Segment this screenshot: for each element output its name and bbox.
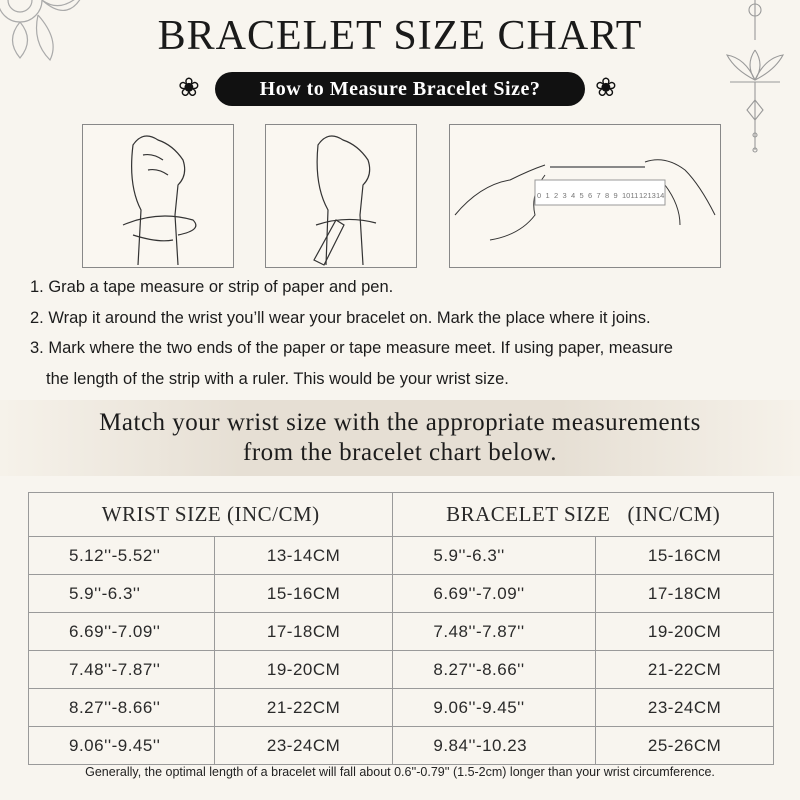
cell-bracelet-cm: 19-20CM: [595, 612, 774, 651]
cell-bracelet-cm: 23-24CM: [595, 688, 774, 727]
cell-bracelet-inches: 8.27''-8.66'': [392, 650, 597, 689]
cell-wrist-inches: 7.48''-7.87'': [28, 650, 215, 689]
mandala-ornament-icon: [0, 0, 81, 62]
ruler-mark: 13: [648, 191, 656, 200]
illustration-measure-ruler: 0 1 2 3 4 5 6 7 8 9 10 11 12 13 14: [449, 124, 721, 268]
cell-wrist-inches: 6.69''-7.09'': [28, 612, 215, 651]
ruler-mark: 2: [554, 191, 558, 200]
cell-bracelet-cm: 15-16CM: [595, 536, 774, 575]
ruler-mark: 14: [656, 191, 664, 200]
step-3-continued: the length of the strip with a ruler. Th…: [46, 369, 509, 388]
cell-bracelet-inches: 9.06''-9.45'': [392, 688, 597, 727]
footnote: Generally, the optimal length of a brace…: [85, 765, 715, 779]
step-2: 2. Wrap it around the wrist you’ll wear …: [30, 308, 651, 327]
ruler-mark: 5: [580, 191, 584, 200]
ruler-mark: 4: [571, 191, 575, 200]
ruler-mark: 10: [622, 191, 630, 200]
table-row: 5.9''-6.3'' 15-16CM 6.69''-7.09'' 17-18CM: [28, 574, 774, 613]
cell-wrist-cm: 23-24CM: [213, 726, 394, 765]
table-row: 8.27''-8.66'' 21-22CM 9.06''-9.45'' 23-24CM: [28, 688, 774, 727]
lotus-ornament-icon: [725, 0, 785, 153]
step-3: 3. Mark where the two ends of the paper …: [30, 339, 673, 357]
step-1: 1. Grab a tape measure or strip of paper…: [30, 278, 394, 296]
size-table: WRIST SIZE (INC/CM) BRACELET SIZE (INC/C…: [27, 492, 774, 765]
illustration-mark-wrist: [265, 124, 417, 268]
ruler-mark: 0: [537, 191, 541, 200]
ruler-mark: 11: [631, 191, 639, 200]
cell-wrist-cm: 19-20CM: [213, 650, 394, 689]
hand-with-pen-icon: [313, 135, 377, 266]
ruler-mark: 8: [605, 191, 609, 200]
hand-with-tape-icon: [122, 135, 197, 266]
banner-line-1: Match your wrist size with the appropria…: [99, 409, 701, 436]
ruler-mark: 12: [639, 191, 647, 200]
cell-wrist-inches: 9.06''-9.45'': [28, 726, 215, 765]
cell-wrist-inches: 8.27''-8.66'': [28, 688, 215, 727]
cell-bracelet-inches: 9.84''-10.23: [392, 726, 597, 765]
banner-line-2: from the bracelet chart below.: [243, 439, 557, 466]
ruler-mark: 6: [588, 191, 592, 200]
ruler-mark: 3: [563, 191, 567, 200]
subtitle-pill: How to Measure Bracelet Size?: [215, 72, 585, 106]
table-row: 9.06''-9.45'' 23-24CM 9.84''-10.23 25-26CM: [28, 726, 774, 765]
header-bracelet-size: BRACELET SIZE (INC/CM): [392, 492, 774, 537]
cell-wrist-inches: 5.9''-6.3'': [28, 574, 215, 613]
swirl-left-icon: ❀: [178, 72, 200, 102]
table-row: 5.12''-5.52'' 13-14CM 5.9''-6.3'' 15-16CM: [28, 536, 774, 575]
cell-bracelet-inches: 7.48''-7.87'': [392, 612, 597, 651]
ruler-mark: 1: [546, 191, 550, 200]
match-instruction-banner: Match your wrist size with the appropria…: [0, 400, 800, 476]
cell-wrist-cm: 21-22CM: [213, 688, 394, 727]
cell-wrist-inches: 5.12''-5.52'': [28, 536, 215, 575]
cell-bracelet-cm: 25-26CM: [595, 726, 774, 765]
header-wrist-size: WRIST SIZE (INC/CM): [27, 492, 394, 537]
cell-bracelet-inches: 5.9''-6.3'': [392, 536, 597, 575]
illustration-wrap-wrist: [82, 124, 234, 268]
hands-with-ruler-icon: 0 1 2 3 4 5 6 7 8 9 10 11 12 13 14: [454, 159, 716, 241]
ruler-mark: 7: [597, 191, 601, 200]
table-row: 7.48''-7.87'' 19-20CM 8.27''-8.66'' 21-22CM: [28, 650, 774, 689]
ruler-mark: 9: [614, 191, 618, 200]
cell-wrist-cm: 15-16CM: [213, 574, 394, 613]
cell-wrist-cm: 17-18CM: [213, 612, 394, 651]
cell-wrist-cm: 13-14CM: [213, 536, 394, 575]
swirl-right-icon: ❀: [595, 72, 617, 102]
cell-bracelet-inches: 6.69''-7.09'': [392, 574, 597, 613]
page-title: BRACELET SIZE CHART: [157, 13, 643, 59]
table-row: 6.69''-7.09'' 17-18CM 7.48''-7.87'' 19-20CM: [28, 612, 774, 651]
instruction-list: 1. Grab a tape measure or strip of paper…: [30, 272, 790, 394]
cell-bracelet-cm: 21-22CM: [595, 650, 774, 689]
cell-bracelet-cm: 17-18CM: [595, 574, 774, 613]
